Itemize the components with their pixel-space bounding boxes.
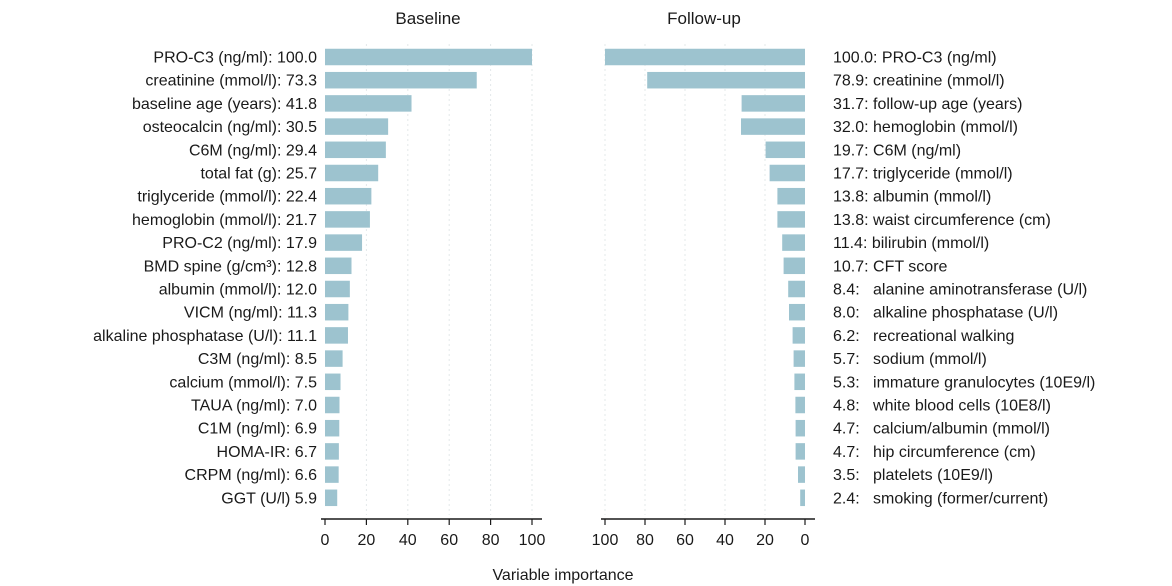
baseline-label-total-fat-g-25-7: total fat (g): 25.7 bbox=[200, 166, 317, 183]
baseline-label-hemoglobin-mmol-l-21-7: hemoglobin (mmol/l): 21.7 bbox=[132, 212, 317, 229]
baseline-label-creatinine-mmol-l-73-3: creatinine (mmol/l): 73.3 bbox=[145, 73, 317, 90]
baseline-bar-baseline-age-years-41-8 bbox=[325, 95, 412, 112]
baseline-bar-crpm-ng-ml-6-6 bbox=[325, 466, 339, 483]
baseline-bar-vicm-ng-ml-11-3 bbox=[325, 303, 349, 321]
baseline-bar-calcium-mmol-l-7-5 bbox=[325, 373, 341, 391]
baseline-label-taua-ng-ml-7-0: TAUA (ng/ml): 7.0 bbox=[191, 398, 317, 415]
follow-up-tick-label-80: 80 bbox=[636, 532, 654, 549]
follow-up-bar-4-7-hip-circumference-cm bbox=[795, 443, 805, 460]
follow-up-panel-title: Follow-up bbox=[667, 9, 741, 28]
follow-up-bar-13-8-waist-circumference-cm bbox=[777, 211, 805, 228]
baseline-bar-homa-ir-6-7 bbox=[325, 443, 339, 460]
baseline-bar-triglyceride-mmol-l-22-4 bbox=[325, 187, 372, 205]
follow-up-tick-label-60: 60 bbox=[676, 532, 694, 549]
baseline-label-vicm-ng-ml-11-3: VICM (ng/ml): 11.3 bbox=[184, 305, 317, 322]
baseline-label-c3m-ng-ml-8-5: C3M (ng/ml): 8.5 bbox=[198, 351, 317, 368]
baseline-tick-label-0: 0 bbox=[321, 532, 330, 549]
follow-up-label-3-5-platelets-10e9-l: 3.5: platelets (10E9/l) bbox=[833, 467, 993, 484]
follow-up-bar-2-4-smoking-former-current bbox=[800, 489, 805, 507]
baseline-bar-c1m-ng-ml-6-9 bbox=[325, 419, 340, 437]
baseline-label-triglyceride-mmol-l-22-4: triglyceride (mmol/l): 22.4 bbox=[137, 189, 317, 206]
baseline-tick-label-40: 40 bbox=[399, 532, 417, 549]
follow-up-bar-4-7-calcium-albumin-mmol-l bbox=[795, 419, 805, 437]
baseline-bar-ggt-u-l-5-9 bbox=[325, 489, 338, 507]
baseline-bar-creatinine-mmol-l-73-3 bbox=[325, 71, 477, 89]
follow-up-bar-10-7-cft-score bbox=[783, 257, 805, 275]
follow-up-bar-32-0-hemoglobin-mmol-l bbox=[741, 118, 805, 135]
x-axis-label: Variable importance bbox=[492, 567, 633, 584]
baseline-label-ggt-u-l-5-9: GGT (U/l) 5.9 bbox=[221, 490, 317, 507]
follow-up-bar-5-7-sodium-mmol-l bbox=[793, 350, 805, 367]
baseline-bar-pro-c2-ng-ml-17-9 bbox=[325, 234, 363, 251]
follow-up-bar-17-7-triglyceride-mmol-l bbox=[769, 164, 805, 182]
follow-up-bar-13-8-albumin-mmol-l bbox=[777, 187, 805, 205]
baseline-label-osteocalcin-ng-ml-30-5: osteocalcin (ng/ml): 30.5 bbox=[143, 119, 317, 136]
follow-up-label-17-7-triglyceride-mmol-l: 17.7: triglyceride (mmol/l) bbox=[833, 166, 1013, 183]
baseline-bar-c6m-ng-ml-29-4 bbox=[325, 141, 386, 159]
baseline-label-alkaline-phosphatase-u-l-11-1: alkaline phosphatase (U/l): 11.1 bbox=[93, 328, 317, 345]
baseline-tick-label-100: 100 bbox=[519, 532, 546, 549]
follow-up-bar-19-7-c6m-ng-ml bbox=[765, 141, 805, 159]
baseline-label-pro-c2-ng-ml-17-9: PRO-C2 (ng/ml): 17.9 bbox=[162, 235, 317, 252]
follow-up-label-31-7-follow-up-age-years: 31.7: follow-up age (years) bbox=[833, 96, 1022, 113]
baseline-label-homa-ir-6-7: HOMA-IR: 6.7 bbox=[217, 444, 318, 461]
follow-up-label-4-8-white-blood-cells-10e8-l: 4.8: white blood cells (10E8/l) bbox=[833, 398, 1051, 415]
follow-up-label-8-0-alkaline-phosphatase-u-l: 8.0: alkaline phosphatase (U/l) bbox=[833, 305, 1058, 322]
follow-up-bar-100-0-pro-c3-ng-ml bbox=[605, 48, 805, 66]
baseline-tick-label-20: 20 bbox=[358, 532, 376, 549]
baseline-label-baseline-age-years-41-8: baseline age (years): 41.8 bbox=[132, 96, 317, 113]
follow-up-label-13-8-albumin-mmol-l: 13.8: albumin (mmol/l) bbox=[833, 189, 991, 206]
follow-up-bar-8-4-alanine-aminotransferase-u-l bbox=[788, 280, 805, 298]
follow-up-label-100-0-pro-c3-ng-ml: 100.0: PRO-C3 (ng/ml) bbox=[833, 50, 997, 67]
follow-up-label-6-2-recreational-walking: 6.2: recreational walking bbox=[833, 328, 1014, 345]
baseline-tick-label-80: 80 bbox=[482, 532, 500, 549]
follow-up-tick-label-20: 20 bbox=[756, 532, 774, 549]
baseline-label-c6m-ng-ml-29-4: C6M (ng/ml): 29.4 bbox=[189, 142, 317, 159]
follow-up-bar-3-5-platelets-10e9-l bbox=[798, 466, 805, 483]
follow-up-label-10-7-cft-score: 10.7: CFT score bbox=[833, 258, 948, 275]
follow-up-bar-6-2-recreational-walking bbox=[792, 327, 805, 344]
baseline-label-bmd-spine-g-cm-12-8: BMD spine (g/cm³): 12.8 bbox=[144, 258, 317, 275]
follow-up-bar-5-3-immature-granulocytes-10e9-l bbox=[794, 373, 805, 391]
follow-up-label-32-0-hemoglobin-mmol-l: 32.0: hemoglobin (mmol/l) bbox=[833, 119, 1018, 136]
follow-up-label-11-4-bilirubin-mmol-l: 11.4: bilirubin (mmol/l) bbox=[833, 235, 989, 252]
follow-up-bar-11-4-bilirubin-mmol-l bbox=[782, 234, 805, 251]
baseline-bar-taua-ng-ml-7-0 bbox=[325, 396, 340, 414]
follow-up-label-5-7-sodium-mmol-l: 5.7: sodium (mmol/l) bbox=[833, 351, 987, 368]
follow-up-label-78-9-creatinine-mmol-l: 78.9: creatinine (mmol/l) bbox=[833, 73, 1005, 90]
follow-up-tick-label-0: 0 bbox=[801, 532, 810, 549]
baseline-label-albumin-mmol-l-12-0: albumin (mmol/l): 12.0 bbox=[159, 282, 317, 299]
follow-up-tick-label-40: 40 bbox=[716, 532, 734, 549]
baseline-tick-label-60: 60 bbox=[440, 532, 458, 549]
baseline-panel-title: Baseline bbox=[395, 9, 460, 28]
baseline-bar-alkaline-phosphatase-u-l-11-1 bbox=[325, 327, 348, 344]
follow-up-label-4-7-hip-circumference-cm: 4.7: hip circumference (cm) bbox=[833, 444, 1036, 461]
follow-up-bar-78-9-creatinine-mmol-l bbox=[647, 71, 805, 89]
follow-up-label-8-4-alanine-aminotransferase-u-l: 8.4: alanine aminotransferase (U/l) bbox=[833, 282, 1087, 299]
baseline-bar-bmd-spine-g-cm-12-8 bbox=[325, 257, 352, 275]
follow-up-tick-label-100: 100 bbox=[592, 532, 619, 549]
follow-up-bar-4-8-white-blood-cells-10e8-l bbox=[795, 396, 805, 414]
baseline-label-pro-c3-ng-ml-100-0: PRO-C3 (ng/ml): 100.0 bbox=[153, 50, 317, 67]
baseline-bar-c3m-ng-ml-8-5 bbox=[325, 350, 343, 367]
baseline-label-c1m-ng-ml-6-9: C1M (ng/ml): 6.9 bbox=[198, 421, 317, 438]
follow-up-panel: Follow-up 100.0: PRO-C3 (ng/ml) 78.9: crea… bbox=[592, 9, 1096, 549]
baseline-label-crpm-ng-ml-6-6: CRPM (ng/ml): 6.6 bbox=[185, 467, 318, 484]
follow-up-bar-31-7-follow-up-age-years bbox=[741, 95, 805, 112]
baseline-bar-hemoglobin-mmol-l-21-7 bbox=[325, 211, 370, 228]
baseline-label-calcium-mmol-l-7-5: calcium (mmol/l): 7.5 bbox=[169, 374, 317, 391]
follow-up-label-4-7-calcium-albumin-mmol-l: 4.7: calcium/albumin (mmol/l) bbox=[833, 421, 1050, 438]
follow-up-bar-8-0-alkaline-phosphatase-u-l bbox=[789, 303, 805, 321]
baseline-bar-total-fat-g-25-7 bbox=[325, 164, 379, 182]
baseline-bar-osteocalcin-ng-ml-30-5 bbox=[325, 118, 389, 135]
follow-up-label-13-8-waist-circumference-cm: 13.8: waist circumference (cm) bbox=[833, 212, 1051, 229]
follow-up-label-5-3-immature-granulocytes-10e9-l: 5.3: immature granulocytes (10E9/l) bbox=[833, 374, 1095, 391]
follow-up-label-19-7-c6m-ng-ml: 19.7: C6M (ng/ml) bbox=[833, 142, 961, 159]
baseline-panel: Baseline PRO-C3 (ng/ml): 100.0 creatinine … bbox=[93, 9, 545, 549]
baseline-bar-pro-c3-ng-ml-100-0 bbox=[325, 48, 532, 66]
baseline-bar-albumin-mmol-l-12-0 bbox=[325, 280, 350, 298]
follow-up-label-2-4-smoking-former-current: 2.4: smoking (former/current) bbox=[833, 490, 1048, 507]
